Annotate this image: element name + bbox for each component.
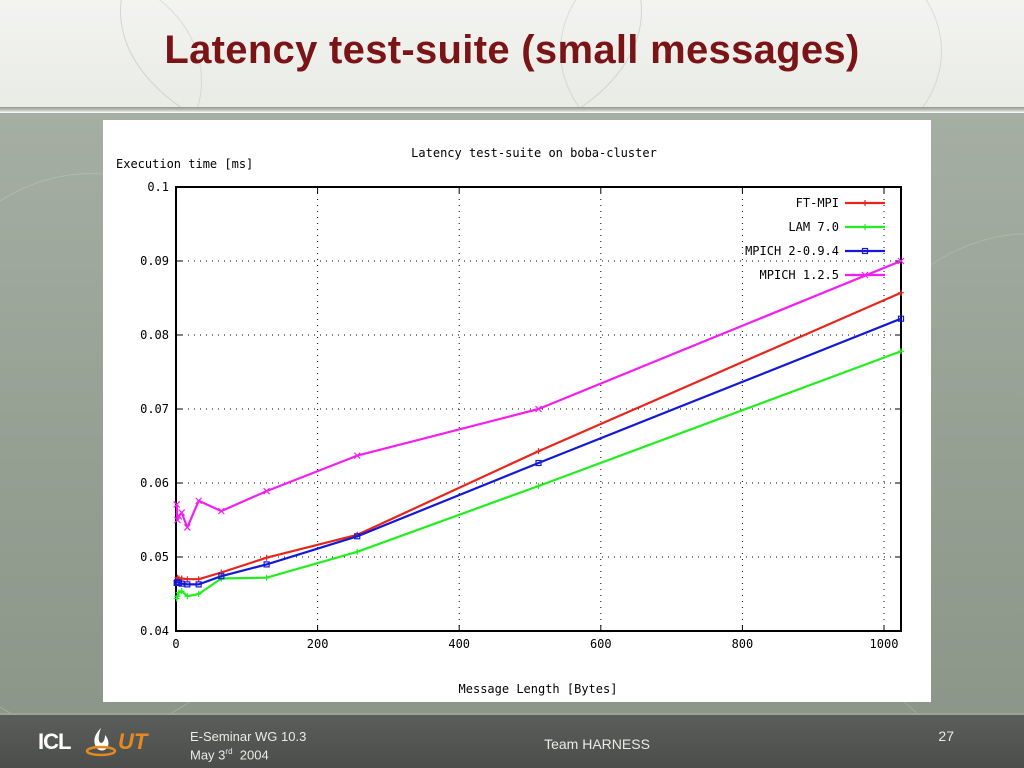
data-point [195,576,202,583]
title-band: Latency test-suite (small messages) [0,0,1024,107]
series-line [175,317,902,586]
data-point [353,452,361,460]
y-tick-label: 0.04 [140,624,169,638]
legend-label: MPICH 2-0.9.4 [745,244,839,258]
series-ft-mpi [173,289,904,584]
title-divider [0,107,1024,113]
data-point [862,224,868,230]
data-point [178,588,185,595]
data-point [263,487,271,495]
data-point [861,247,869,255]
legend-label: LAM 7.0 [788,220,839,234]
axes: 0 200 400 600 800 1000 0.04 0.05 0.06 0.07 0.08 0.0… [140,180,902,651]
chart-title: Latency test-suite on boba-cluster [411,146,657,160]
x-tick-label: 800 [732,637,754,651]
legend: FT-MPI LAM 7.0 MPICH 2-0.9.4 MPICH 1.2.5 [745,196,885,282]
logo-ut-text: UT [118,729,148,754]
data-point [183,523,191,531]
icl-ut-logo: ICL UT [38,725,163,759]
data-point [217,507,225,515]
data-point [535,405,542,413]
y-tick-label: 0.09 [140,254,169,268]
data-point [173,501,181,508]
data-point [354,548,361,555]
data-point [263,554,270,561]
data-point [898,289,904,296]
slide-title: Latency test-suite (small messages) [164,28,860,72]
y-tick-label: 0.08 [140,328,169,342]
data-point [184,576,191,583]
data-point [178,509,186,517]
data-point [897,315,905,322]
grid [176,187,901,631]
y-tick-label: 0.1 [147,180,169,194]
data-point [218,573,225,580]
chart-panel: Latency test-suite on boba-cluster Execu… [103,120,931,702]
data-point [173,516,181,524]
event-line: E-Seminar WG 10.3 [190,729,307,744]
data-point [178,580,185,587]
event-date: May 3rd 2004 [190,747,269,763]
series-line [175,350,902,599]
y-tick-label: 0.05 [140,550,169,564]
data-point [184,593,191,600]
y-tick-label: 0.06 [140,476,169,490]
data-point [174,593,181,600]
x-tick-label: 400 [448,637,470,651]
data-point [184,581,191,588]
data-point [354,533,361,540]
legend-label: FT-MPI [796,196,839,210]
footer-event-info: E-Seminar WG 10.3 May 3rd 2004 [190,729,306,762]
y-tick-label: 0.07 [140,402,169,416]
data-point [218,569,225,576]
data-point [195,591,202,597]
page-number: 27 [938,728,954,744]
data-point [897,257,905,265]
series-line [175,291,902,581]
series-group [173,257,905,602]
data-point [535,482,542,489]
logo-icl-text: ICL [38,729,71,754]
latency-chart: Latency test-suite on boba-cluster Execu… [116,146,905,696]
series-mpich-2-0-9-4 [173,315,905,588]
x-tick-label: 600 [590,637,612,651]
legend-label: MPICH 1.2.5 [760,268,839,282]
data-point [263,574,270,581]
flame-logo-icon [85,728,117,757]
footer-bar: ICL UT E-Seminar WG 10.3 May 3rd 2004 Te… [0,713,1024,768]
background-swirl [560,0,942,107]
series-lam-7-0 [173,348,904,602]
x-tick-label: 0 [172,637,179,651]
x-tick-label: 200 [307,637,329,651]
series-mpich-1-2-5 [173,257,905,531]
data-point [175,512,183,520]
data-point [535,459,542,467]
data-point [535,448,542,455]
x-axis-label: Message Length [Bytes] [459,682,618,696]
y-axis-label: Execution time [ms] [116,157,253,171]
data-point [195,497,203,505]
x-tick-label: 1000 [870,637,899,651]
data-point [195,581,202,588]
data-point [898,348,904,355]
footer-team: Team HARNESS [544,736,650,752]
data-point [861,271,869,279]
data-point [174,579,181,586]
data-point [263,561,270,568]
data-point [862,200,868,206]
